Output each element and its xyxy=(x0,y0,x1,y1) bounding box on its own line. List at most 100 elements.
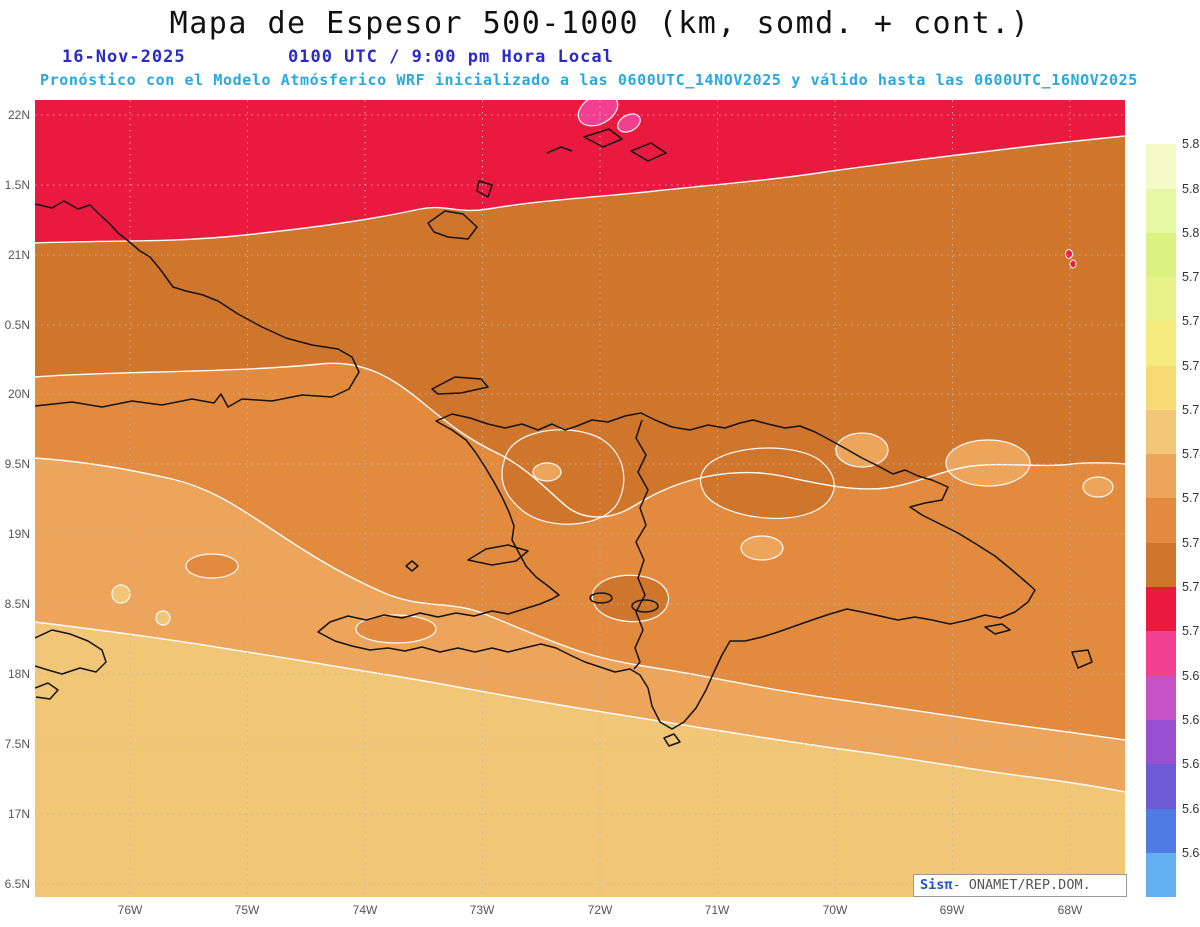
dark-patch-central-dr xyxy=(699,447,835,520)
colorbar-tick-label: 5.724 xyxy=(1182,536,1200,550)
colorbar-tick-label: 5.7 xyxy=(1182,624,1199,638)
tan-pocket xyxy=(155,610,171,626)
colorbar-tick-label: 5.64 xyxy=(1182,846,1200,860)
colorbar-tick-label: 5.676 xyxy=(1182,713,1200,727)
coast-navassa xyxy=(405,560,419,572)
coast-saona xyxy=(984,623,1011,635)
colorbar-swatch xyxy=(1146,189,1176,233)
lat-tick-label: 21N xyxy=(8,248,30,262)
lon-tick-label: 73W xyxy=(470,903,495,917)
colorbar-swatch xyxy=(1146,631,1176,676)
contour-lines-layer xyxy=(35,135,1125,793)
coast-cuba-north-west xyxy=(35,200,119,234)
lon-tick-label: 75W xyxy=(235,903,260,917)
contour-5712 xyxy=(35,135,1125,244)
lat-tick-label: 18N xyxy=(8,667,30,681)
coast-hispaniola xyxy=(317,412,1036,730)
lat-tick-label: 6.5N xyxy=(5,877,30,891)
coast-great-inagua xyxy=(427,210,478,240)
colorbar: 5.831 5.819 5.807 5.795 5.783 5.772 5.76… xyxy=(1146,100,1200,897)
coastlines-layer xyxy=(35,128,1093,747)
lon-axis: 76W 75W 74W 73W 72W 71W 70W 69W 68W xyxy=(118,903,1083,917)
lat-tick-label: 22N xyxy=(8,108,30,122)
colorbar-swatch xyxy=(1146,321,1176,366)
light-pocket xyxy=(945,439,1031,487)
coast-jamaica xyxy=(35,629,107,675)
lat-tick-label: 9.5N xyxy=(5,457,30,471)
lon-tick-label: 70W xyxy=(823,903,848,917)
colorbar-swatch xyxy=(1146,587,1176,631)
colorbar-swatch xyxy=(1146,366,1176,410)
dark-patch-border-lakes xyxy=(591,574,670,623)
coast-little-inagua xyxy=(476,180,493,198)
colorbar-swatch xyxy=(1146,454,1176,498)
band-red xyxy=(35,100,1125,243)
coast-tortuga xyxy=(431,376,489,395)
contour-5748 xyxy=(35,621,1125,793)
coast-caicos-1 xyxy=(546,146,573,154)
colorbar-swatch xyxy=(1146,410,1176,454)
coast-jamaica-south xyxy=(35,682,59,700)
red-low-spot-small xyxy=(1069,259,1077,269)
colorbar-swatch xyxy=(1146,853,1176,897)
pink-low-patch-small xyxy=(617,113,641,133)
lat-tick-label: 1.5N xyxy=(5,178,30,192)
pink-low-patch xyxy=(577,100,619,127)
colorbar-tick-label: 5.664 xyxy=(1182,757,1200,771)
valid-time-label: 0100 UTC / 9:00 pm Hora Local xyxy=(288,47,614,67)
watermark-separator: - xyxy=(952,877,969,893)
coast-cuba xyxy=(35,232,360,408)
colorbar-tick-label: 5.748 xyxy=(1182,447,1200,461)
lat-tick-label: 8.5N xyxy=(5,597,30,611)
colorbar-tick-label: 5.688 xyxy=(1182,669,1200,683)
light-pocket xyxy=(740,535,784,561)
lat-tick-label: 17N xyxy=(8,807,30,821)
orange-pocket xyxy=(185,553,239,579)
red-low-spot xyxy=(1065,249,1073,259)
colorbar-swatch xyxy=(1146,100,1176,144)
lon-tick-label: 69W xyxy=(940,903,965,917)
coast-caicos-2 xyxy=(583,128,623,148)
lat-tick-label: 20N xyxy=(8,387,30,401)
lon-tick-label: 71W xyxy=(705,903,730,917)
colorbar-tick-label: 5.652 xyxy=(1182,802,1200,816)
border-haiti-dr xyxy=(633,419,649,670)
coast-mona xyxy=(1071,649,1093,669)
colorbar-tick-label: 5.831 xyxy=(1182,137,1200,151)
colorbar-swatch xyxy=(1146,144,1176,189)
forecast-model-label: Pronóstico con el Modelo Atmósferico WRF… xyxy=(40,71,1138,89)
lat-axis: 22N 1.5N 21N 0.5N 20N 9.5N 19N 8.5N 18N … xyxy=(5,108,30,891)
colorbar-swatch xyxy=(1146,498,1176,543)
coast-gonave xyxy=(467,544,529,566)
tan-pocket xyxy=(111,584,131,604)
dark-patch-central-haiti xyxy=(501,429,625,525)
orange-pocket xyxy=(355,614,437,644)
colorbar-tick-label: 5.807 xyxy=(1182,226,1200,240)
colorbar-tick-label: 5.76 xyxy=(1182,403,1200,417)
colorbar-tick-label: 5.819 xyxy=(1182,182,1200,196)
page-title: Mapa de Espesor 500-1000 (km, somd. + co… xyxy=(169,6,1031,41)
watermark-box: Sisπ- ONAMET/REP.DOM. xyxy=(913,874,1127,897)
colorbar-tick-label: 5.783 xyxy=(1182,314,1200,328)
light-pocket xyxy=(532,462,562,482)
colorbar-swatch xyxy=(1146,764,1176,809)
lon-tick-label: 72W xyxy=(588,903,613,917)
lon-tick-label: 76W xyxy=(118,903,143,917)
light-pocket xyxy=(1082,476,1114,498)
coast-turks xyxy=(630,142,667,162)
colorbar-tick-label: 5.712 xyxy=(1182,580,1200,594)
lat-tick-label: 0.5N xyxy=(5,318,30,332)
watermark-org: ONAMET/REP.DOM. xyxy=(968,877,1091,893)
colorbar-swatch xyxy=(1146,277,1176,321)
colorbar-swatch xyxy=(1146,720,1176,764)
colorbar-swatch xyxy=(1146,543,1176,587)
lake-azuei xyxy=(589,592,613,604)
lon-tick-label: 68W xyxy=(1058,903,1083,917)
thickness-field-layer xyxy=(35,100,1125,897)
colorbar-swatch xyxy=(1146,809,1176,853)
coast-beata xyxy=(663,733,681,747)
colorbar-tick-label: 5.772 xyxy=(1182,359,1200,373)
lon-tick-label: 74W xyxy=(353,903,378,917)
